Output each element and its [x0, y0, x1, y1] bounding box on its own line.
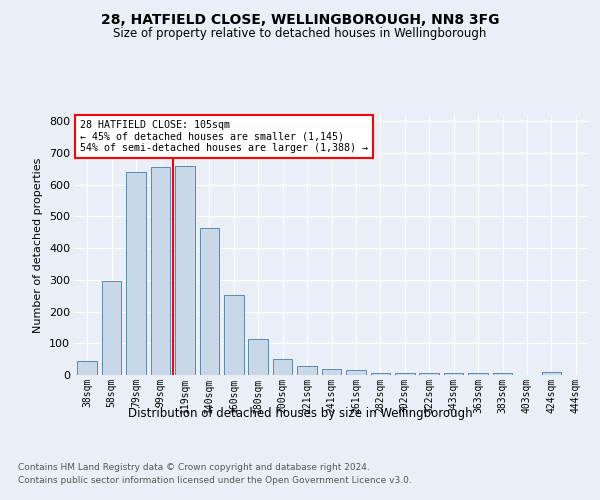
Bar [346, 370, 366, 375]
Bar [175, 166, 194, 375]
Bar [493, 374, 512, 375]
Bar [322, 368, 341, 375]
Bar [273, 358, 292, 375]
Text: 28 HATFIELD CLOSE: 105sqm
← 45% of detached houses are smaller (1,145)
54% of se: 28 HATFIELD CLOSE: 105sqm ← 45% of detac… [80, 120, 368, 154]
Bar [297, 366, 317, 375]
Y-axis label: Number of detached properties: Number of detached properties [34, 158, 43, 332]
Bar [151, 168, 170, 375]
Bar [542, 372, 561, 375]
Bar [77, 360, 97, 375]
Bar [102, 282, 121, 375]
Bar [444, 373, 463, 375]
Bar [224, 295, 244, 375]
Text: Contains public sector information licensed under the Open Government Licence v3: Contains public sector information licen… [18, 476, 412, 485]
Text: Contains HM Land Registry data © Crown copyright and database right 2024.: Contains HM Land Registry data © Crown c… [18, 462, 370, 471]
Bar [395, 374, 415, 375]
Text: 28, HATFIELD CLOSE, WELLINGBOROUGH, NN8 3FG: 28, HATFIELD CLOSE, WELLINGBOROUGH, NN8 … [101, 12, 499, 26]
Bar [468, 374, 488, 375]
Bar [248, 339, 268, 375]
Bar [419, 374, 439, 375]
Text: Distribution of detached houses by size in Wellingborough: Distribution of detached houses by size … [128, 408, 472, 420]
Bar [127, 172, 146, 375]
Bar [371, 373, 390, 375]
Text: Size of property relative to detached houses in Wellingborough: Size of property relative to detached ho… [113, 28, 487, 40]
Bar [200, 228, 219, 375]
